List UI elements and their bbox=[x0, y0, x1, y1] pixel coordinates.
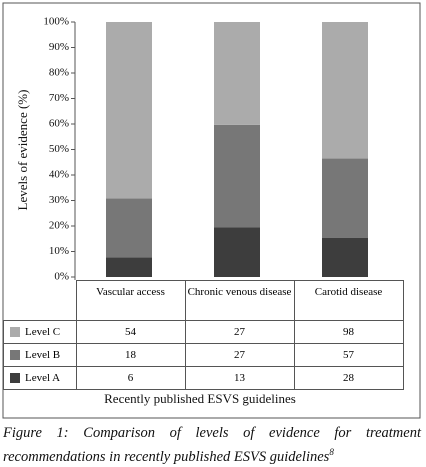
y-tick-label: 50% bbox=[49, 143, 69, 155]
legend-swatch bbox=[10, 350, 20, 361]
table-value: 13 bbox=[184, 366, 295, 390]
y-tick-label: 90% bbox=[49, 41, 69, 53]
caption-ref: 8 bbox=[329, 447, 334, 457]
table-value: 27 bbox=[184, 320, 295, 344]
table-header-row: Vascular access Chronic venous disease Car… bbox=[3, 280, 404, 321]
table-value: 6 bbox=[75, 366, 186, 390]
legend-cell: Level C bbox=[3, 320, 77, 344]
bar-segment bbox=[322, 22, 368, 159]
bar-segment bbox=[322, 237, 368, 277]
legend-swatch bbox=[10, 373, 20, 384]
legend-swatch bbox=[10, 327, 20, 338]
y-tick-label: 10% bbox=[49, 245, 69, 257]
y-axis-title: Levels of evidence (%) bbox=[15, 90, 30, 211]
caption-text: Figure 1: Comparison of levels of eviden… bbox=[3, 425, 421, 465]
y-tick-label: 70% bbox=[49, 92, 69, 104]
table-row: Level B 18 27 57 bbox=[3, 343, 404, 367]
y-tick-label: 100% bbox=[43, 16, 69, 28]
table-row: Level A 6 13 28 bbox=[3, 366, 404, 390]
bar-segment bbox=[214, 22, 260, 125]
caption: Figure 1: Comparison of levels of eviden… bbox=[3, 424, 421, 467]
table-value: 18 bbox=[75, 343, 186, 367]
legend-label: Level B bbox=[25, 349, 61, 361]
corner-cell bbox=[3, 280, 77, 321]
table-value: 54 bbox=[75, 320, 186, 344]
category-label: Vascular access bbox=[75, 280, 186, 321]
table-value: 28 bbox=[293, 366, 404, 390]
y-tick-label: 30% bbox=[49, 194, 69, 206]
category-label: Chronic venous disease bbox=[184, 280, 295, 321]
table-row: Level C 54 27 98 bbox=[3, 320, 404, 344]
bar-segment bbox=[106, 198, 152, 258]
chart: Levels of evidence (%) Recently publishe… bbox=[2, 2, 421, 419]
bar-segment bbox=[214, 227, 260, 277]
legend-cell: Level A bbox=[3, 366, 77, 390]
legend-cell: Level B bbox=[3, 343, 77, 367]
bar-segment bbox=[214, 124, 260, 228]
frame bbox=[2, 2, 421, 419]
table-value: 98 bbox=[293, 320, 404, 344]
y-tick-label: 0% bbox=[54, 271, 69, 283]
y-tick-label: 20% bbox=[49, 220, 69, 232]
bar-segment bbox=[322, 158, 368, 238]
data-table: Vascular access Chronic venous disease Car… bbox=[3, 280, 404, 390]
legend-label: Level C bbox=[25, 326, 61, 338]
legend-label: Level A bbox=[25, 372, 61, 384]
bar-segment bbox=[106, 22, 152, 199]
category-label: Carotid disease bbox=[293, 280, 404, 321]
bar-segment bbox=[106, 257, 152, 277]
table-value: 57 bbox=[293, 343, 404, 367]
y-tick-label: 80% bbox=[49, 67, 69, 79]
y-tick-label: 40% bbox=[49, 169, 69, 181]
x-axis-title: Recently published ESVS guidelines bbox=[104, 391, 296, 406]
y-tick-label: 60% bbox=[49, 118, 69, 130]
table-value: 27 bbox=[184, 343, 295, 367]
